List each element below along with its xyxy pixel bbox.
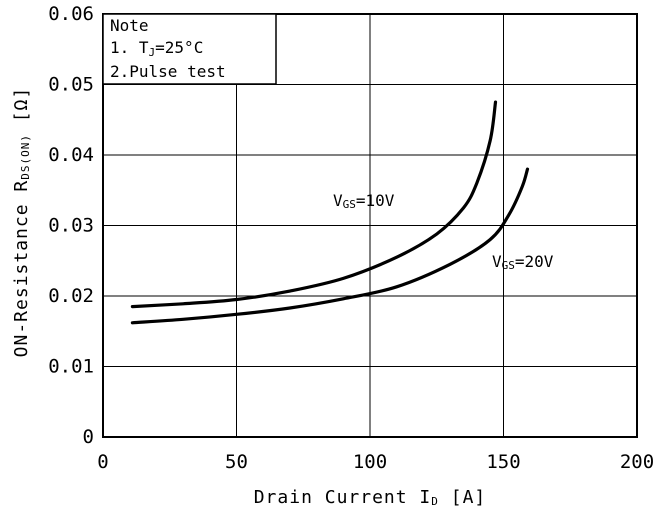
- y-axis-label-sub: DS(ON): [19, 134, 32, 180]
- series-label-vgs-20v-suffix: =20V: [515, 252, 554, 271]
- series-line-vgs-10v: [130, 100, 498, 309]
- series-label-vgs-10v-suffix: =10V: [356, 191, 395, 210]
- note-box-frame: [102, 13, 277, 85]
- x-tick-labels: 0 50 100 150 200: [97, 451, 654, 473]
- note-title: Note: [110, 16, 149, 35]
- series-label-vgs-10v-prefix: V: [333, 191, 343, 210]
- y-tick-labels: 0 0.01 0.02 0.03 0.04 0.05 0.06: [48, 3, 94, 448]
- series-label-vgs-20v-prefix: V: [492, 252, 502, 271]
- x-tick-label: 150: [486, 451, 520, 473]
- note-line-1-suffix: =25°C: [155, 38, 203, 57]
- x-tick-label: 200: [620, 451, 654, 473]
- y-axis-label: ON-Resistance RDS(ON) [Ω]: [11, 87, 32, 358]
- y-tick-label: 0.02: [48, 285, 94, 307]
- note-line-2: 2.Pulse test: [110, 62, 226, 81]
- x-axis-label: Drain Current ID [A]: [254, 487, 487, 508]
- y-tick-label: 0.01: [48, 356, 94, 378]
- x-tick-label: 50: [225, 451, 248, 473]
- note-line-1: 1. TJ=25°C: [110, 38, 203, 59]
- series-label-vgs-10v-sub: GS: [343, 198, 356, 211]
- note-line-1-sub: J: [149, 46, 156, 59]
- x-tick-label: 0: [97, 451, 108, 473]
- series-line-vgs-20v: [130, 167, 530, 325]
- y-axis-label-main: ON-Resistance R: [11, 180, 32, 358]
- y-tick-label: 0.05: [48, 74, 94, 96]
- note-line-1-prefix: 1. T: [110, 38, 149, 57]
- curves: [130, 100, 530, 325]
- x-axis-label-sub: D: [431, 495, 439, 508]
- y-tick-label: 0.04: [48, 144, 94, 166]
- series-label-vgs-20v: VGS=20V: [492, 252, 554, 272]
- x-axis-label-main: Drain Current I: [254, 487, 432, 508]
- y-tick-label: 0.03: [48, 215, 94, 237]
- plot-frame: [102, 13, 638, 438]
- y-axis-label-unit: [Ω]: [11, 87, 32, 134]
- series-label-vgs-20v-sub: GS: [502, 259, 515, 272]
- y-tick-label: 0.06: [48, 3, 94, 25]
- grid-lines: [103, 14, 637, 437]
- x-axis-label-unit: [A]: [439, 487, 486, 508]
- series-label-vgs-10v: VGS=10V: [333, 191, 395, 211]
- x-tick-label: 100: [353, 451, 387, 473]
- y-tick-label: 0: [83, 426, 94, 448]
- note-box: Note 1. TJ=25°C 2.Pulse test: [102, 13, 277, 85]
